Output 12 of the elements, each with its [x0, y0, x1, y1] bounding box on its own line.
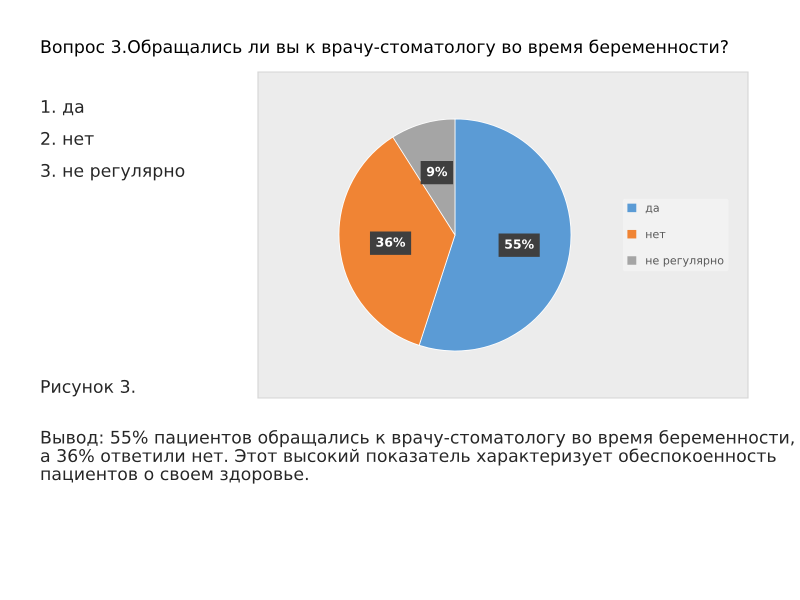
data-label: 36%: [376, 237, 406, 247]
data-label: 9%: [426, 166, 448, 176]
legend-label: не регулярно: [646, 258, 724, 267]
text: 3. не регулярно: [41, 164, 184, 180]
text: 1. да: [42, 100, 84, 116]
text: 2. нет: [41, 132, 94, 146]
chart-title: Вопрос 3.Обращались ли вы к врачу-стоматологу во время беременности?: [42, 39, 728, 57]
legend-label: нет: [646, 232, 666, 238]
data-label: 55%: [505, 239, 534, 249]
legend-label: да: [646, 206, 659, 214]
text: Вывод: 55% пациентов обращались к врачу-стоматологу во время беременности, а 36% ответили нет. Этот высокий показатель характеризует обеспокоенность пациентов о своем здоровье.: [41, 430, 794, 484]
text: Рисунок 3.: [42, 380, 134, 396]
